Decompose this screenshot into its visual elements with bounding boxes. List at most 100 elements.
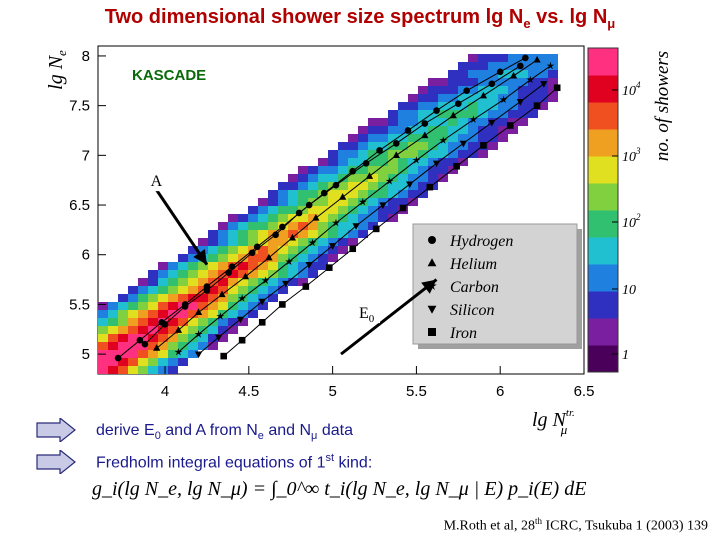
colorbar-swatch (588, 75, 618, 103)
data-point (174, 348, 183, 356)
heatmap-cell (218, 262, 228, 270)
data-point (218, 290, 226, 298)
heatmap-cell (148, 302, 158, 310)
y-tick-labels: 5 5.5 6 6.5 7 7.5 8 (69, 48, 90, 363)
heatmap-cell (178, 286, 188, 294)
heatmap-cell (188, 318, 198, 326)
heatmap-cell (288, 174, 298, 182)
heatmap-cell (318, 214, 328, 222)
heatmap-cell (538, 70, 548, 78)
heatmap-cell (168, 350, 178, 358)
heatmap-cell (188, 278, 198, 286)
heatmap-cell (428, 102, 438, 110)
heatmap-cell (408, 158, 418, 166)
heatmap-cell (368, 198, 378, 206)
heatmap-cell (108, 302, 118, 310)
heatmap-cell (148, 310, 158, 318)
heatmap-cell (488, 102, 498, 110)
heatmap-cell (388, 166, 398, 174)
heatmap-cell (358, 126, 368, 134)
heatmap-cell (348, 214, 358, 222)
heatmap-cell (478, 134, 488, 142)
heatmap-cell (388, 190, 398, 198)
heatmap-cell (358, 214, 368, 222)
heatmap-cell (368, 166, 378, 174)
heatmap-cell (488, 54, 498, 62)
data-point (499, 95, 508, 103)
heatmap-cell (168, 358, 178, 366)
heatmap-cell (368, 206, 378, 214)
data-point (399, 204, 407, 212)
heatmap-cell (198, 278, 208, 286)
heatmap-cell (368, 214, 378, 222)
heatmap-cell (98, 342, 108, 350)
heatmap-cell (478, 110, 488, 118)
heatmap-cell (378, 206, 388, 214)
heatmap-cell (208, 310, 218, 318)
heatmap-cell (358, 182, 368, 190)
heatmap-cell (388, 198, 398, 206)
heatmap-cell (418, 158, 428, 166)
heatmap-cell (128, 294, 138, 302)
heatmap-cell (428, 134, 438, 142)
heatmap-cell (228, 238, 238, 246)
heatmap-cell (378, 214, 388, 222)
heatmap-cell (418, 102, 428, 110)
colorbar: 1 10 102 103 104 (587, 47, 641, 373)
heatmap-cell (178, 278, 188, 286)
colorbar-tick-label: 10 (622, 283, 636, 298)
heatmap-cell (288, 246, 298, 254)
colorbar-swatch (588, 291, 618, 319)
heatmap-cell (448, 118, 458, 126)
legend-marker (427, 258, 437, 267)
heatmap-cell (328, 238, 338, 246)
heatmap-cell (408, 198, 418, 206)
heatmap-cell (528, 110, 538, 118)
heatmap-cell (518, 110, 528, 118)
heatmap-cell (328, 214, 338, 222)
heatmap-cell (478, 62, 488, 70)
x-tick-label: 6.5 (574, 383, 595, 400)
heatmap-cell (248, 278, 258, 286)
heatmap-cell (328, 254, 338, 262)
heatmap-cell (288, 270, 298, 278)
heatmap-cell (158, 294, 168, 302)
heatmap-cell (408, 182, 418, 190)
heatmap-cell (208, 230, 218, 238)
heatmap-cell (438, 110, 448, 118)
heatmap-cell (318, 262, 328, 270)
heatmap-cell (418, 94, 428, 102)
heatmap-cell (248, 206, 258, 214)
heatmap-cell (298, 198, 308, 206)
series-line (178, 65, 551, 353)
heatmap-cell (448, 158, 458, 166)
heatmap-cell (188, 342, 198, 350)
heatmap-cell (298, 166, 308, 174)
data-point (302, 283, 310, 290)
heatmap-cell (458, 78, 468, 86)
heatmap-cell (278, 182, 288, 190)
data-point (349, 167, 357, 175)
heatmap-cell (398, 102, 408, 110)
heatmap-cell (258, 294, 268, 302)
colorbar-tick-exponent: 2 (636, 212, 641, 222)
heatmap-cell (418, 174, 428, 182)
data-point (216, 312, 225, 320)
x-axis-label-sup: tr. (566, 407, 575, 419)
heatmap-cells (98, 54, 558, 374)
heatmap-cell (468, 118, 478, 126)
heatmap-cell (508, 102, 518, 110)
heatmap-cell (438, 166, 448, 174)
heatmap-cell (378, 118, 388, 126)
heatmap-cell (378, 190, 388, 198)
x-axis-label-main: lg N (532, 409, 568, 431)
heatmap-cell (448, 78, 458, 86)
heatmap-cell (508, 94, 518, 102)
heatmap-cell (258, 198, 268, 206)
heatmap-cell (288, 278, 298, 286)
heatmap-cell (178, 310, 188, 318)
heatmap-cell (458, 110, 468, 118)
data-point (406, 181, 414, 189)
heatmap-cell (238, 238, 248, 246)
data-point (238, 294, 246, 302)
